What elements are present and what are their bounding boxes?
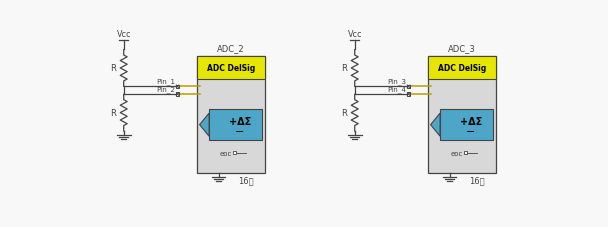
Text: eoc: eoc <box>451 150 463 156</box>
Text: +ΔΣ: +ΔΣ <box>460 116 482 126</box>
Bar <box>197 56 264 173</box>
Bar <box>440 110 493 140</box>
Text: 16位: 16位 <box>469 176 485 185</box>
Bar <box>176 85 179 89</box>
Text: R: R <box>110 109 116 118</box>
Text: Pin_2: Pin_2 <box>156 86 176 92</box>
Text: ADC DelSig: ADC DelSig <box>438 64 486 72</box>
Text: Vcc: Vcc <box>117 30 131 39</box>
Bar <box>197 56 264 80</box>
Text: −: − <box>235 127 244 137</box>
Bar <box>464 152 467 154</box>
Text: ADC_3: ADC_3 <box>448 44 475 53</box>
Text: Vcc: Vcc <box>347 30 362 39</box>
Polygon shape <box>199 114 209 137</box>
Text: eoc: eoc <box>219 150 232 156</box>
Bar <box>407 85 410 89</box>
Text: +ΔΣ: +ΔΣ <box>229 116 251 126</box>
Text: ADC DelSig: ADC DelSig <box>207 64 255 72</box>
Text: Pin_4: Pin_4 <box>387 86 407 92</box>
Bar <box>209 110 262 140</box>
Bar <box>428 56 496 80</box>
Text: R: R <box>341 64 347 73</box>
Text: Pin_1: Pin_1 <box>156 78 176 85</box>
Bar <box>407 93 410 96</box>
Text: −: − <box>466 127 475 137</box>
Text: R: R <box>341 109 347 118</box>
Text: Pin_3: Pin_3 <box>387 78 407 85</box>
Text: ADC_2: ADC_2 <box>217 44 244 53</box>
Text: R: R <box>110 64 116 73</box>
Bar <box>233 152 236 154</box>
Bar <box>428 56 496 173</box>
Polygon shape <box>430 114 440 137</box>
Bar <box>176 93 179 96</box>
Text: 16位: 16位 <box>238 176 254 185</box>
